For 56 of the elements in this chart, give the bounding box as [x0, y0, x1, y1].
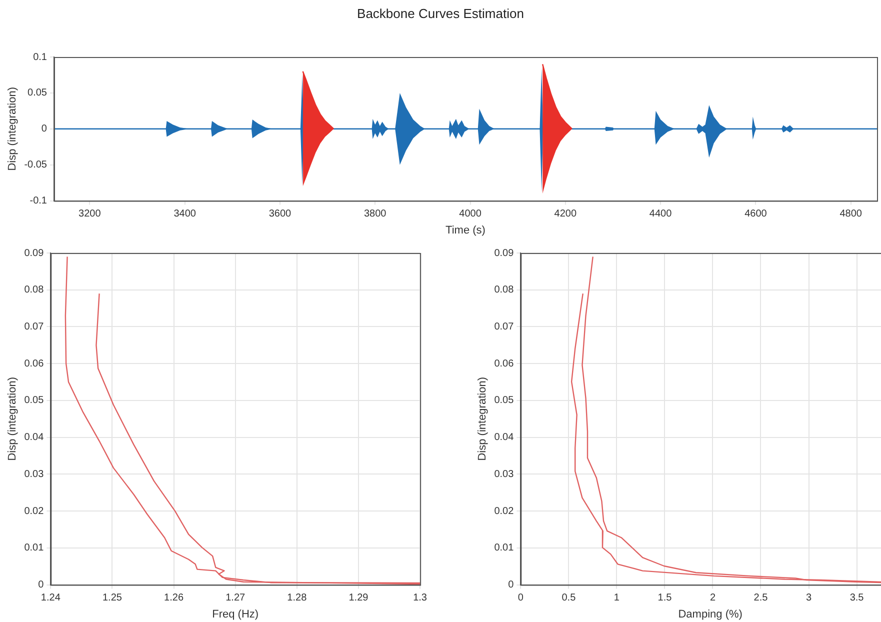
- x-tick-label: 1.29: [348, 592, 369, 604]
- x-tick-label: 3: [806, 592, 812, 604]
- y-tick-label: 0: [38, 580, 44, 591]
- y-axis-title: Disp (integration): [6, 377, 19, 461]
- y-tick-label: 0.04: [24, 432, 44, 444]
- y-tick-label: 0.05: [24, 395, 44, 406]
- y-tick-label: 0.01: [24, 542, 44, 554]
- y-tick-label: 0.08: [494, 284, 514, 296]
- y-tick-label: 0.09: [24, 248, 44, 259]
- x-tick-label: 1.28: [287, 592, 308, 604]
- x-tick-label: 1: [614, 592, 620, 604]
- y-axis-title: Disp (integration): [476, 377, 489, 461]
- x-tick-label: 0: [518, 592, 524, 604]
- y-tick-label: 0: [508, 580, 514, 591]
- x-tick-label: 2.5: [754, 592, 768, 604]
- x-tick-label: 0.5: [562, 592, 576, 604]
- y-tick-label: 0.04: [494, 432, 514, 444]
- y-tick-label: 0.05: [494, 395, 514, 406]
- y-tick-label: 0.02: [24, 506, 44, 517]
- x-tick-label: 3800: [364, 208, 387, 220]
- y-tick-label: 0.09: [494, 248, 514, 259]
- x-tick-label: 1.25: [102, 592, 122, 604]
- y-tick-label: 0.01: [494, 542, 514, 554]
- y-tick-label: 0.03: [494, 468, 514, 480]
- x-axis-title: Time (s): [446, 224, 486, 236]
- x-tick-label: 1.26: [164, 592, 184, 604]
- x-axis-title: Damping (%): [678, 608, 742, 620]
- x-tick-label: 3400: [174, 208, 196, 220]
- y-tick-label: 0.08: [24, 284, 44, 296]
- y-tick-label: 0.07: [494, 321, 514, 332]
- x-tick-label: 4000: [459, 208, 482, 220]
- y-tick-label: 0.1: [33, 52, 48, 63]
- x-tick-label: 4600: [744, 208, 768, 220]
- chart-title: Backbone Curves Estimation: [356, 6, 525, 21]
- x-tick-label: 4800: [840, 208, 862, 220]
- y-tick-label: 0.03: [24, 468, 44, 480]
- x-tick-label: 1.24: [40, 592, 61, 604]
- x-tick-label: 1.27: [226, 592, 246, 604]
- y-tick-label: 0.02: [494, 506, 514, 517]
- x-tick-label: 2: [710, 592, 716, 604]
- x-tick-label: 3600: [268, 208, 292, 220]
- x-tick-label: 1.5: [658, 592, 672, 604]
- x-tick-label: 4400: [649, 208, 672, 220]
- y-tick-label: 0.06: [494, 358, 514, 370]
- y-tick-label: 0.07: [24, 321, 44, 332]
- x-tick-label: 1.3: [413, 592, 428, 604]
- y-tick-label: 0.06: [24, 358, 44, 370]
- x-tick-label: 3.5: [850, 592, 864, 604]
- y-tick-label: -0.1: [30, 196, 48, 207]
- x-tick-label: 4200: [554, 208, 577, 220]
- y-tick-label: 0.05: [28, 88, 48, 99]
- y-axis-title: Disp (integration): [6, 87, 19, 171]
- y-tick-label: 0: [41, 124, 48, 135]
- y-tick-label: -0.05: [24, 160, 48, 171]
- x-tick-label: 3200: [78, 208, 102, 220]
- x-axis-title: Freq (Hz): [212, 608, 259, 620]
